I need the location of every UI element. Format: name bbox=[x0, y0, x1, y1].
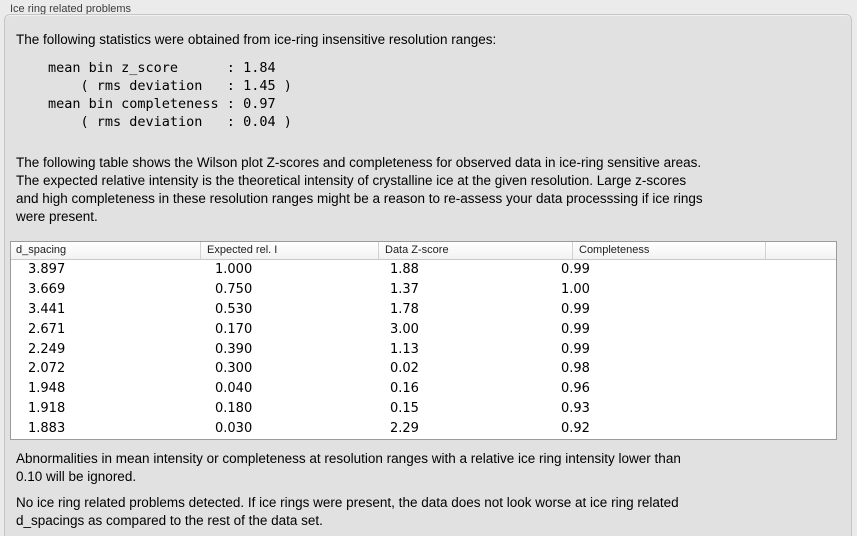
table-row[interactable]: 2.249 0.390 1.13 0.99 bbox=[11, 339, 836, 360]
table-row[interactable]: 2.072 0.300 0.02 0.98 bbox=[11, 359, 836, 380]
table-cell: 0.99 bbox=[561, 341, 590, 357]
table-cell: 1.13 bbox=[390, 341, 419, 357]
table-cell: 3.00 bbox=[390, 321, 419, 337]
column-header-expected-rel-i[interactable]: Expected rel. I bbox=[201, 242, 379, 259]
table-cell: 1.37 bbox=[390, 281, 419, 297]
page-title: Ice ring related problems bbox=[10, 3, 132, 15]
table-cell: 1.948 bbox=[28, 381, 66, 397]
table-cell: 0.750 bbox=[215, 281, 253, 297]
table-row[interactable]: 1.948 0.040 0.16 0.96 bbox=[11, 379, 836, 400]
table-cell: 0.170 bbox=[215, 321, 253, 337]
table-cell: 0.030 bbox=[215, 421, 253, 437]
table-cell: 0.040 bbox=[215, 381, 253, 397]
results-table: d_spacing Expected rel. I Data Z-score C… bbox=[10, 241, 837, 441]
table-cell: 3.897 bbox=[28, 262, 66, 277]
table-cell: 0.99 bbox=[561, 321, 590, 337]
table-cell: 2.249 bbox=[28, 341, 66, 357]
ignore-note-text: Abnormalities in mean intensity or compl… bbox=[16, 451, 681, 485]
table-cell: 0.530 bbox=[215, 301, 253, 317]
table-cell: 0.15 bbox=[390, 401, 419, 417]
conclusion-text: No ice ring related problems detected. I… bbox=[16, 495, 679, 529]
table-cell: 1.000 bbox=[215, 262, 253, 277]
table-row[interactable]: 3.669 0.750 1.37 1.00 bbox=[11, 279, 836, 300]
table-cell: 1.88 bbox=[390, 262, 419, 277]
table-cell: 0.300 bbox=[215, 361, 253, 377]
table-cell: 3.441 bbox=[28, 301, 66, 317]
column-header-completeness[interactable]: Completeness bbox=[573, 242, 766, 259]
table-cell: 2.29 bbox=[390, 421, 419, 437]
table-header: d_spacing Expected rel. I Data Z-score C… bbox=[11, 242, 836, 260]
table-cell: 0.390 bbox=[215, 341, 253, 357]
column-header-filler bbox=[766, 242, 836, 259]
column-header-data-z-score[interactable]: Data Z-score bbox=[379, 242, 573, 259]
table-cell: 0.180 bbox=[215, 401, 253, 417]
table-cell: 0.93 bbox=[561, 401, 590, 417]
table-row[interactable]: 3.441 0.530 1.78 0.99 bbox=[11, 299, 836, 320]
table-cell: 1.883 bbox=[28, 421, 66, 437]
table-body: 3.897 1.000 1.88 0.99 3.669 0.750 1.37 1.00 3.44… bbox=[11, 260, 836, 440]
table-cell: 0.98 bbox=[561, 361, 590, 377]
table-cell: 2.072 bbox=[28, 361, 66, 377]
table-row[interactable]: 3.897 1.000 1.88 0.99 bbox=[11, 260, 836, 280]
table-row[interactable]: 1.918 0.180 0.15 0.93 bbox=[11, 399, 836, 420]
stats-intro-text: The following statistics were obtained f… bbox=[16, 32, 497, 47]
table-row[interactable]: 2.671 0.170 3.00 0.99 bbox=[11, 319, 836, 340]
table-cell: 0.99 bbox=[561, 301, 590, 317]
column-header-d-spacing[interactable]: d_spacing bbox=[11, 242, 201, 259]
ice-ring-panel: The following statistics were obtained f… bbox=[4, 14, 852, 536]
table-cell: 0.16 bbox=[390, 381, 419, 397]
table-cell: 1.918 bbox=[28, 401, 66, 417]
table-intro-text: The following table shows the Wilson plo… bbox=[16, 155, 703, 224]
table-cell: 3.669 bbox=[28, 281, 66, 297]
table-cell: 0.02 bbox=[390, 361, 419, 377]
table-row[interactable]: 1.883 0.030 2.29 0.92 bbox=[11, 419, 836, 440]
table-cell: 2.671 bbox=[28, 321, 66, 337]
table-cell: 0.99 bbox=[561, 262, 590, 277]
stats-block: mean bin z_score : 1.84 ( rms deviation … bbox=[48, 60, 292, 130]
table-cell: 1.00 bbox=[561, 281, 590, 297]
table-cell: 1.78 bbox=[390, 301, 419, 317]
table-cell: 0.96 bbox=[561, 381, 590, 397]
table-cell: 0.92 bbox=[561, 421, 590, 437]
